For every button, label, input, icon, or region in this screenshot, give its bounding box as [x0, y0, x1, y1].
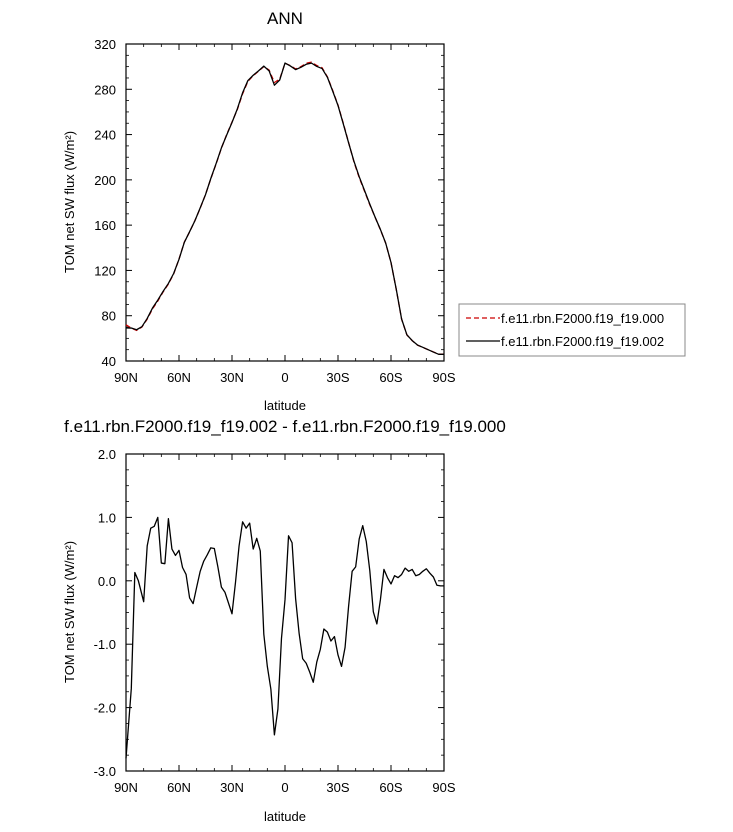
top-x-tick-label: 60S [379, 370, 402, 385]
top-series-line-0 [125, 61, 444, 355]
bottom-plot-frame [125, 453, 445, 772]
top-y-tick-label: 240 [94, 128, 116, 143]
top-y-tick-label: 320 [94, 37, 116, 52]
bottom-x-tick-label: 0 [281, 780, 288, 795]
bottom-y-tick-label: 2.0 [98, 447, 116, 462]
bottom-y-tick-label: 1.0 [98, 510, 116, 525]
top-plot-frame [125, 43, 445, 362]
legend: f.e11.rbn.F2000.f19_f19.000 f.e11.rbn.F2… [458, 303, 686, 357]
top-y-tick-label: 80 [102, 309, 116, 324]
legend-box [458, 303, 686, 357]
legend-label-002: f.e11.rbn.F2000.f19_f19.002 [501, 334, 664, 349]
legend-label-000: f.e11.rbn.F2000.f19_f19.000 [501, 311, 664, 326]
top-x-tick-label: 30N [220, 370, 244, 385]
bottom-x-tick-label: 90S [432, 780, 455, 795]
bottom-y-tick-label: -3.0 [94, 764, 116, 779]
top-x-tick-label: 0 [281, 370, 288, 385]
top-y-tick-label: 40 [102, 354, 116, 369]
bottom-y-tick-label: -2.0 [94, 701, 116, 716]
bottom-x-tick-label: 30N [220, 780, 244, 795]
top-x-axis-label: latitude [264, 398, 306, 413]
top-x-tick-label: 30S [326, 370, 349, 385]
top-y-tick-label: 120 [94, 263, 116, 278]
top-y-axis-label: TOM net SW flux (W/m²) [62, 131, 77, 273]
bottom-x-tick-label: 60N [167, 780, 191, 795]
bottom-y-tick-label: 0.0 [98, 574, 116, 589]
top-y-tick-label: 280 [94, 82, 116, 97]
bottom-series-line-0 [125, 516, 444, 759]
top-y-ticks: 40 80 120 160 200 240 280 320 [94, 37, 444, 369]
top-x-tick-label: 90N [114, 370, 138, 385]
top-series-line-1 [125, 62, 444, 355]
top-x-tick-label: 60N [167, 370, 191, 385]
top-y-tick-label: 200 [94, 173, 116, 188]
bottom-x-tick-label: 60S [379, 780, 402, 795]
bottom-y-axis-label: TOM net SW flux (W/m²) [62, 541, 77, 683]
bottom-x-tick-label: 90N [114, 780, 138, 795]
bottom-series-lines [125, 516, 444, 759]
bottom-x-axis-label: latitude [264, 809, 306, 824]
top-x-ticks: 90N 60N 30N 0 30S 60S 90S [114, 44, 456, 385]
top-chart-title: ANN [267, 9, 303, 28]
bottom-x-ticks: 90N 60N 30N 0 30S 60S 90S [114, 454, 456, 795]
top-y-tick-label: 160 [94, 218, 116, 233]
top-series-lines [125, 61, 444, 355]
top-chart: ANN 40 80 120 160 200 240 280 320 90N 60N 30N 0 30S… [62, 9, 456, 413]
bottom-x-tick-label: 30S [326, 780, 349, 795]
bottom-chart: f.e11.rbn.F2000.f19_f19.002 - f.e11.rbn.… [62, 417, 506, 824]
bottom-y-tick-label: -1.0 [94, 637, 116, 652]
bottom-chart-title: f.e11.rbn.F2000.f19_f19.002 - f.e11.rbn.… [64, 417, 506, 436]
bottom-y-ticks: -3.0 -2.0 -1.0 0.0 1.0 2.0 [94, 447, 444, 779]
top-x-tick-label: 90S [432, 370, 455, 385]
